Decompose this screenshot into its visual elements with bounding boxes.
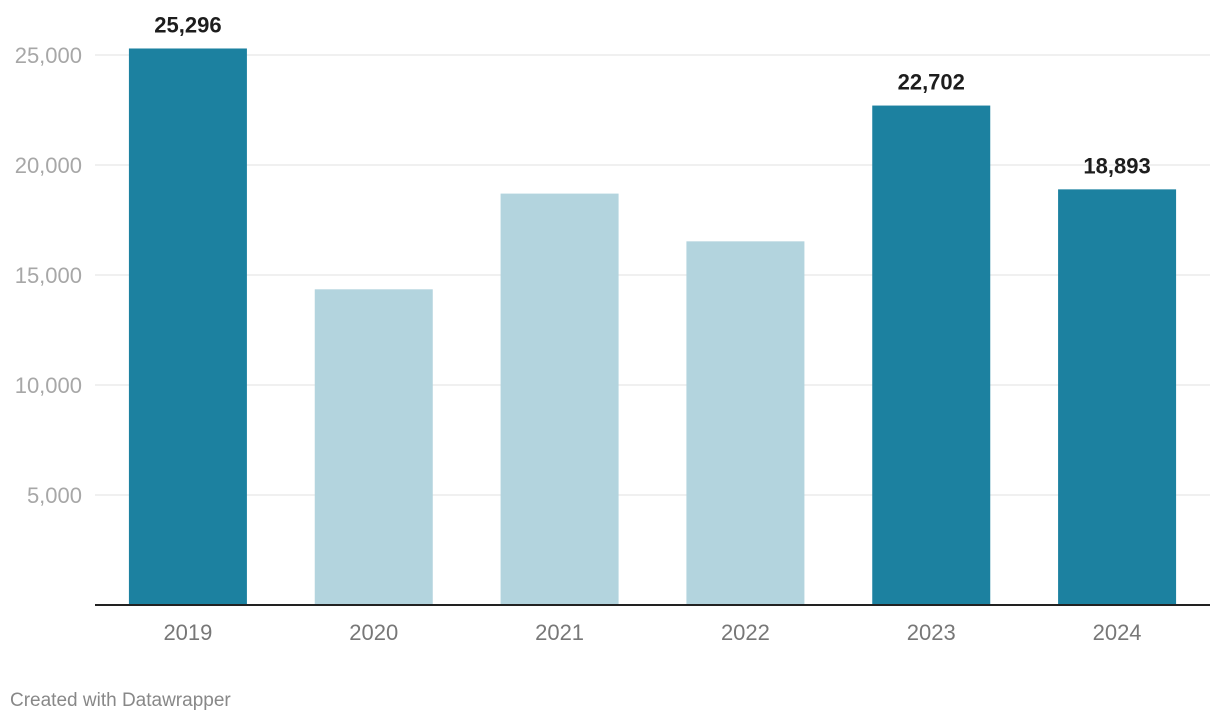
y-tick-label: 5,000 (27, 483, 82, 508)
bar-2023 (872, 105, 991, 605)
bar-chart: 5,000 10,000 15,000 20,000 25,000 25,296 2019 2… (15, 12, 1210, 645)
y-tick-label: 25,000 (15, 43, 82, 68)
x-tick-label: 2024 (1093, 620, 1142, 645)
footer-credit: Created with Datawrapper (10, 690, 231, 711)
bar-2020 (314, 289, 433, 605)
x-tick-label: 2022 (721, 620, 770, 645)
bar-2024 (1058, 189, 1177, 605)
data-label-2019: 25,296 (154, 12, 221, 37)
y-tick-label: 20,000 (15, 153, 82, 178)
y-tick-label: 10,000 (15, 373, 82, 398)
x-tick-label: 2023 (907, 620, 956, 645)
bar-2019 (128, 48, 247, 606)
chart-area: 5,000 10,000 15,000 20,000 25,000 25,296 2019 2… (15, 12, 1210, 645)
bar-2022 (686, 241, 805, 605)
x-tick-label: 2019 (163, 620, 212, 645)
y-tick-label: 15,000 (15, 263, 82, 288)
bar-2021 (500, 193, 619, 605)
x-tick-label: 2021 (535, 620, 584, 645)
x-tick-label: 2020 (349, 620, 398, 645)
data-label-2024: 18,893 (1083, 153, 1150, 178)
data-label-2023: 22,702 (898, 70, 965, 95)
